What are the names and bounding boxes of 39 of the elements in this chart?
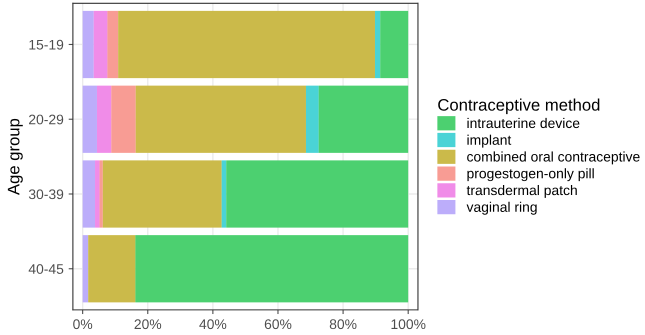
legend-label: intrauterine device xyxy=(467,118,580,128)
y-axis-title: Age group xyxy=(8,118,23,196)
legend-label: transdermal patch xyxy=(466,184,577,198)
bar xyxy=(102,160,222,228)
bar xyxy=(135,235,408,302)
bar xyxy=(380,10,408,78)
bar xyxy=(88,235,136,302)
bar xyxy=(226,160,408,228)
x-tick-label: 80% xyxy=(330,319,356,330)
x-tick-label: 60% xyxy=(264,319,292,330)
bar xyxy=(82,86,97,153)
bar xyxy=(94,10,108,78)
bar xyxy=(318,86,408,153)
legend-label: implant xyxy=(467,134,512,148)
bar xyxy=(82,10,94,78)
bar xyxy=(118,10,375,78)
y-tick-label: 15-19 xyxy=(29,40,64,50)
x-tick-label: 0% xyxy=(73,319,92,330)
bar xyxy=(111,86,136,153)
legend-title: Contraceptive method xyxy=(438,98,600,114)
bar xyxy=(82,235,88,302)
y-tick-label: 30-39 xyxy=(28,189,64,200)
x-tick-label: 100% xyxy=(391,319,426,330)
bar xyxy=(222,160,226,228)
bar xyxy=(374,10,380,78)
y-tick-label: 20-29 xyxy=(29,114,64,124)
bar xyxy=(306,86,319,153)
bar xyxy=(82,160,96,228)
bar xyxy=(107,10,118,78)
legend-label: progestogen-only pill xyxy=(467,168,594,182)
x-tick-label: 40% xyxy=(199,319,226,330)
bar xyxy=(95,160,100,228)
legend-label: vaginal ring xyxy=(466,202,537,215)
y-tick-label: 40-45 xyxy=(28,264,64,274)
bar xyxy=(96,86,112,153)
legend-label: combined oral contraceptive xyxy=(467,151,640,164)
bar xyxy=(136,86,306,153)
x-tick-label: 20% xyxy=(134,319,162,330)
bar xyxy=(100,160,103,228)
